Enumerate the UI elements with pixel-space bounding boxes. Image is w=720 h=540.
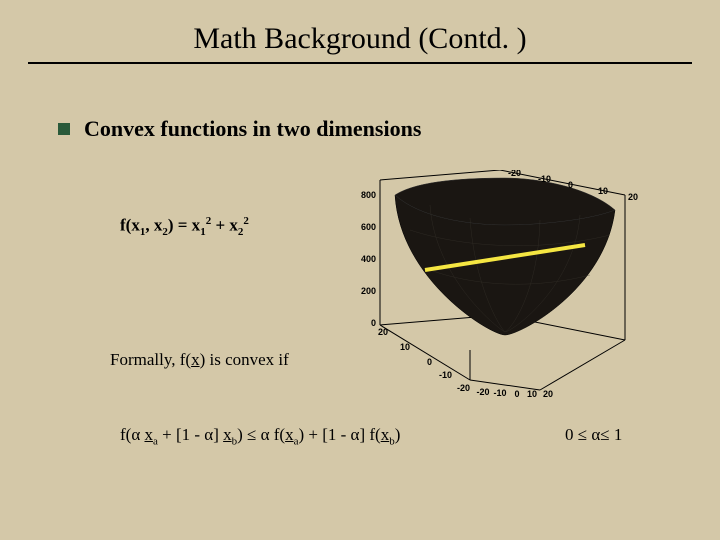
convex-3d-surface-plot: 800 600 400 200 0 -20 -10 0 10 20 20 10 … [340,170,670,400]
x-tick: 20 [378,327,388,337]
axis2-tick: 0 [514,389,519,399]
y-tick: -20 [508,170,521,178]
function-definition: f(x1, x2) = x12 + x22 [120,215,249,238]
x-tick: 0 [427,357,432,367]
bullet-text: Convex functions in two dimensions [84,116,421,142]
axis2-tick: 20 [543,389,553,399]
alpha-range: 0 ≤ α≤ 1 [565,425,622,445]
convexity-inequality: f(α xa + [1 - α] xb) ≤ α f(xa) + [1 - α]… [120,425,400,447]
x-tick: -20 [457,383,470,393]
formally-text: Formally, f(x) is convex if [110,350,289,370]
title-underline [28,62,692,64]
y-tick: 10 [598,186,608,196]
z-tick: 800 [361,190,376,200]
axis2-tick: -20 [476,387,489,397]
z-tick: 0 [371,318,376,328]
y-tick: 20 [628,192,638,202]
x-tick: -10 [439,370,452,380]
x-tick: 10 [400,342,410,352]
z-tick: 600 [361,222,376,232]
axis2-tick: -10 [493,388,506,398]
axis2-tick: 10 [527,389,537,399]
y-tick: -10 [538,174,551,184]
z-tick: 200 [361,286,376,296]
bullet-item: Convex functions in two dimensions [58,116,720,142]
slide-title: Math Background (Contd. ) [0,0,720,62]
y-tick: 0 [568,180,573,190]
bullet-marker [58,123,70,135]
z-tick: 400 [361,254,376,264]
